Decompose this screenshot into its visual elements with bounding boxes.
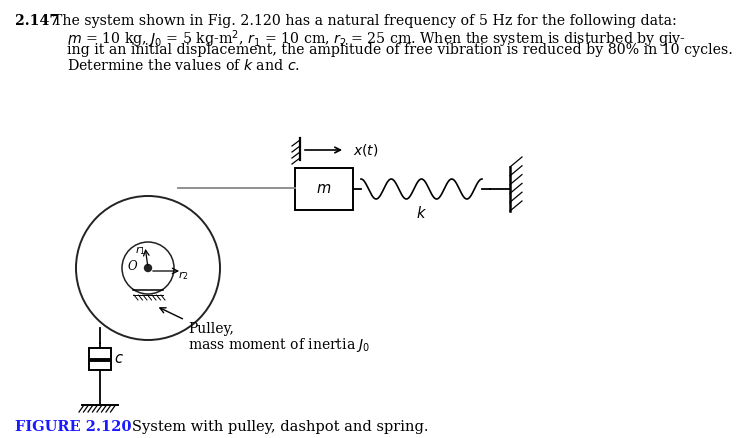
Text: $m$ = 10 kg, $J_0$ = 5 kg-m$^2$, $r_1$ = 10 cm, $r_2$ = 25 cm. When the system i: $m$ = 10 kg, $J_0$ = 5 kg-m$^2$, $r_1$ =…	[67, 28, 685, 50]
Text: 2.147: 2.147	[15, 14, 60, 28]
Text: FIGURE 2.120: FIGURE 2.120	[15, 420, 131, 434]
Text: Pulley,: Pulley,	[188, 322, 234, 336]
Text: $r_2$: $r_2$	[178, 270, 188, 283]
Text: mass moment of inertia $J_0$: mass moment of inertia $J_0$	[188, 336, 370, 354]
Bar	[89, 348, 111, 370]
Text: $k$: $k$	[416, 205, 427, 221]
Text: Determine the values of $k$ and $c$.: Determine the values of $k$ and $c$.	[67, 57, 300, 73]
Circle shape	[145, 265, 152, 272]
Text: $m$: $m$	[317, 182, 332, 196]
Text: $r_1$: $r_1$	[135, 244, 146, 258]
Text: The system shown in Fig. 2.120 has a natural frequency of 5 Hz for the following: The system shown in Fig. 2.120 has a nat…	[53, 14, 677, 28]
Bar	[295, 168, 353, 210]
Text: O: O	[127, 261, 136, 273]
Text: ing it an initial displacement, the amplitude of free vibration is reduced by 80: ing it an initial displacement, the ampl…	[67, 43, 733, 57]
Text: System with pulley, dashpot and spring.: System with pulley, dashpot and spring.	[118, 420, 428, 434]
Text: $x(t)$: $x(t)$	[353, 142, 379, 158]
Text: $c$: $c$	[114, 352, 124, 366]
